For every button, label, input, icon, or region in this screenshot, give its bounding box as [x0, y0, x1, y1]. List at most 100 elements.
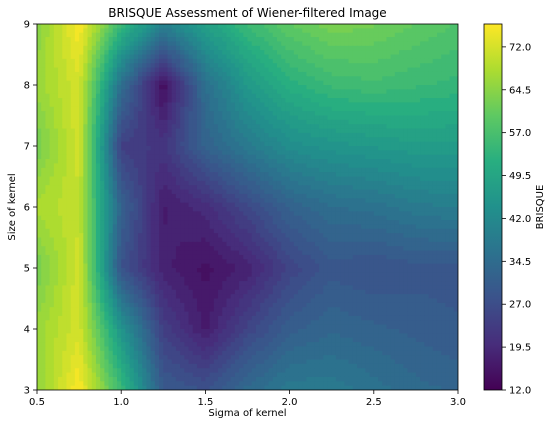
heatmap-cell — [95, 163, 101, 169]
heatmap-cell — [146, 115, 152, 121]
heatmap-cell — [108, 220, 114, 226]
heatmap-cell — [344, 37, 350, 43]
heatmap-cell — [163, 28, 169, 34]
heatmap-cell — [449, 224, 455, 230]
heatmap-cell — [432, 141, 438, 147]
heatmap-cell — [163, 58, 169, 64]
heatmap-cell — [91, 45, 97, 51]
heatmap-cell — [222, 185, 228, 191]
heatmap-cell — [268, 180, 274, 186]
heatmap-cell — [432, 58, 438, 64]
heatmap-cell — [386, 98, 392, 104]
heatmap-cell — [445, 176, 451, 182]
heatmap-cell — [138, 185, 143, 191]
heatmap-cell — [251, 224, 257, 230]
heatmap-cell — [399, 37, 404, 43]
heatmap-cell — [213, 132, 219, 138]
heatmap-cell — [344, 115, 350, 121]
heatmap-cell — [196, 98, 202, 104]
heatmap-cell — [95, 80, 101, 86]
heatmap-cell — [184, 215, 190, 221]
heatmap-cell — [365, 233, 371, 239]
heatmap-cell — [234, 220, 240, 226]
heatmap-cell — [268, 224, 274, 230]
heatmap-cell — [319, 128, 324, 134]
heatmap-cell — [428, 132, 434, 138]
heatmap-cell — [390, 28, 396, 34]
heatmap-cell — [356, 80, 362, 86]
heatmap-cell — [213, 93, 219, 99]
heatmap-cell — [382, 154, 388, 160]
heatmap-cell — [70, 185, 76, 191]
heatmap-cell — [327, 137, 333, 143]
heatmap-cell — [209, 115, 215, 121]
heatmap-cell — [403, 124, 409, 130]
heatmap-cell — [104, 137, 110, 143]
heatmap-cell — [390, 80, 396, 86]
heatmap-cell — [45, 124, 51, 130]
heatmap-cell — [112, 85, 118, 90]
heatmap-cell — [95, 237, 101, 243]
heatmap-cell — [201, 24, 206, 29]
heatmap-cell — [323, 220, 329, 226]
heatmap-cell — [251, 71, 257, 77]
heatmap-cell — [453, 45, 458, 51]
heatmap-cell — [37, 28, 42, 34]
heatmap-cell — [289, 167, 295, 173]
heatmap-cell — [268, 124, 274, 130]
heatmap-cell — [352, 41, 358, 47]
heatmap-cell — [79, 167, 84, 173]
heatmap-cell — [310, 211, 316, 217]
heatmap-cell — [382, 163, 388, 169]
heatmap-cell — [348, 193, 354, 199]
heatmap-cell — [373, 224, 379, 230]
heatmap-cell — [53, 106, 59, 112]
heatmap-cell — [234, 167, 240, 173]
heatmap-cell — [180, 141, 185, 147]
heatmap-cell — [209, 163, 215, 169]
heatmap-cell — [386, 76, 392, 82]
heatmap-cell — [293, 193, 299, 199]
heatmap-cell — [268, 93, 274, 99]
heatmap-cell — [323, 198, 329, 204]
heatmap-cell — [154, 111, 160, 117]
heatmap-cell — [331, 32, 337, 38]
heatmap-cell — [104, 189, 110, 195]
heatmap-cell — [247, 211, 253, 217]
heatmap-cell — [218, 128, 223, 134]
heatmap-cell — [95, 76, 101, 82]
heatmap-cell — [133, 150, 139, 156]
heatmap-cell — [154, 167, 160, 173]
heatmap-cell — [369, 124, 375, 130]
heatmap-cell — [234, 50, 240, 56]
heatmap-cell — [293, 141, 299, 147]
heatmap-cell — [348, 189, 354, 195]
heatmap-cell — [251, 215, 257, 221]
heatmap-cell — [247, 45, 253, 51]
heatmap-cell — [108, 63, 114, 69]
heatmap-cell — [83, 237, 89, 243]
heatmap-cell — [403, 180, 409, 186]
heatmap-cell — [441, 63, 446, 69]
heatmap-cell — [205, 28, 211, 34]
heatmap-cell — [243, 180, 249, 186]
heatmap-cell — [247, 215, 253, 221]
heatmap-cell — [58, 137, 63, 143]
heatmap-cell — [344, 193, 350, 199]
heatmap-cell — [142, 58, 148, 64]
heatmap-cell — [302, 211, 308, 217]
heatmap-cell — [272, 85, 278, 90]
heatmap-cell — [255, 45, 261, 51]
heatmap-cell — [255, 237, 261, 243]
heatmap-cell — [218, 37, 223, 43]
heatmap-cell — [150, 63, 156, 69]
heatmap-cell — [226, 41, 232, 47]
heatmap-cell — [378, 102, 383, 108]
heatmap-cell — [285, 172, 291, 178]
heatmap-cell — [230, 85, 236, 90]
heatmap-cell — [91, 76, 97, 82]
heatmap-cell — [251, 58, 257, 64]
heatmap-cell — [361, 132, 366, 138]
heatmap-cell — [247, 193, 253, 199]
